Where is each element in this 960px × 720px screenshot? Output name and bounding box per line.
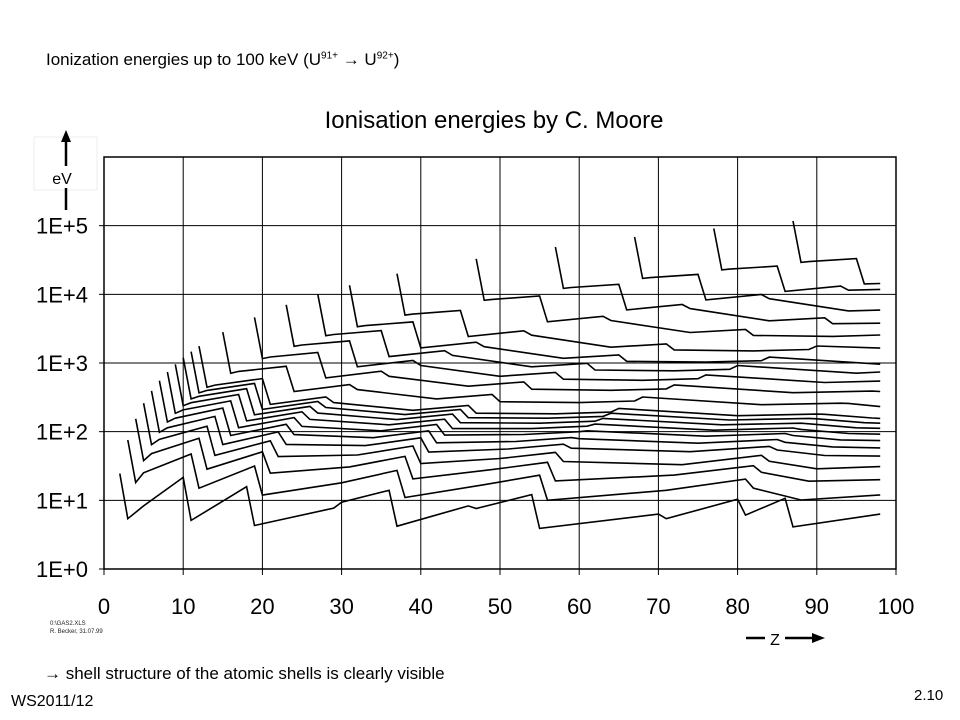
y-axis-label: eV bbox=[33, 130, 98, 210]
note-text: → shell structure of the atomic shells i… bbox=[44, 664, 445, 683]
y-tick-label: 1E+4 bbox=[36, 282, 88, 307]
series-line-stage-5 bbox=[150, 390, 881, 457]
series-line-stage-4 bbox=[142, 403, 881, 470]
chart-title: Ionisation energies by C. Moore bbox=[325, 107, 664, 134]
x-tick-label: 80 bbox=[725, 594, 749, 619]
series-line-stage-10 bbox=[190, 351, 881, 424]
series-line-stage-9 bbox=[182, 357, 881, 430]
credit-file: 0:\GAS2.XLS bbox=[50, 621, 86, 627]
series-line-stage-26 bbox=[317, 294, 881, 375]
x-tick-labels: 0 10 20 30 40 50 60 70 80 90 100 bbox=[98, 569, 914, 619]
series-line-stage-46 bbox=[475, 258, 881, 338]
x-tick-label: 30 bbox=[329, 594, 353, 619]
credit-author: R. Becker, 31.07.99 bbox=[50, 629, 103, 635]
y-tick-label: 1E+2 bbox=[36, 420, 88, 445]
series-line-stage-22 bbox=[285, 304, 881, 384]
series-line-stage-86 bbox=[792, 220, 881, 285]
x-tick-label: 20 bbox=[250, 594, 274, 619]
heading-close: ) bbox=[393, 50, 400, 69]
x-tick-label: 100 bbox=[878, 594, 915, 619]
series-group bbox=[119, 220, 881, 530]
y-tick-label: 1E+1 bbox=[36, 488, 88, 513]
x-tick-label: 50 bbox=[488, 594, 512, 619]
series-line-stage-66 bbox=[633, 236, 881, 312]
series-line-stage-11 bbox=[198, 345, 881, 420]
y-arrowhead-icon bbox=[61, 130, 71, 142]
y-axis-title: eV bbox=[52, 171, 72, 188]
x-tick-label: 90 bbox=[805, 594, 829, 619]
series-line-stage-6 bbox=[158, 380, 881, 449]
series-line-stage-14 bbox=[222, 331, 881, 408]
series-line-stage-7 bbox=[166, 371, 881, 442]
series-line-stage-3 bbox=[134, 418, 881, 483]
x-arrowhead-icon bbox=[812, 633, 825, 643]
page-number: 2.10 bbox=[914, 687, 944, 704]
series-line-stage-18 bbox=[253, 317, 881, 394]
x-axis-label: Z bbox=[746, 632, 825, 649]
heading-sup-2: 92+ bbox=[376, 50, 394, 62]
x-tick-label: 40 bbox=[409, 594, 433, 619]
x-tick-label: 10 bbox=[171, 594, 195, 619]
x-tick-label: 70 bbox=[646, 594, 670, 619]
x-axis-title: Z bbox=[770, 632, 780, 649]
x-tick-label: 60 bbox=[567, 594, 591, 619]
series-line-stage-56 bbox=[554, 246, 881, 325]
file-credits: 0:\GAS2.XLS R. Becker, 31.07.99 bbox=[50, 620, 103, 636]
heading-sup-1: 91+ bbox=[321, 50, 338, 62]
slide-heading: Ionization energies up to 100 keV (U91+ … bbox=[46, 50, 399, 70]
series-line-stage-30 bbox=[348, 285, 881, 365]
heading-text: Ionization energies up to 100 keV (U bbox=[46, 50, 322, 69]
x-tick-label: 0 bbox=[98, 594, 110, 619]
course-label: WS2011/12 bbox=[11, 693, 94, 710]
y-tick-label: 1E+5 bbox=[36, 214, 88, 239]
y-tick-label: 1E+0 bbox=[36, 557, 88, 582]
series-line-stage-1 bbox=[119, 473, 881, 530]
series-line-stage-36 bbox=[396, 273, 881, 352]
series-line-stage-76 bbox=[713, 228, 881, 293]
heading-arrow: → U bbox=[337, 50, 377, 69]
y-tick-label: 1E+3 bbox=[36, 351, 88, 376]
y-tick-labels: 1E+0 1E+1 1E+2 1E+3 1E+4 1E+5 bbox=[36, 214, 104, 582]
series-line-stage-2 bbox=[127, 439, 881, 502]
series-line-stage-8 bbox=[174, 364, 881, 435]
